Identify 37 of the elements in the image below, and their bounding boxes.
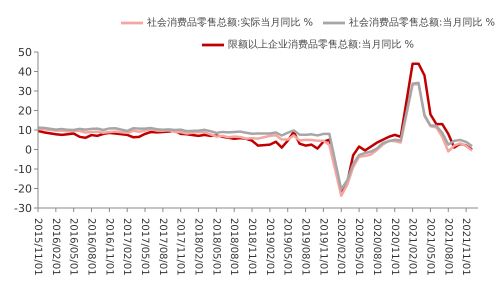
x-tick-label: 2018/11/01: [246, 218, 258, 276]
x-tick-label: 2021/02/01: [406, 218, 418, 276]
x-tick-label: 2017/11/01: [174, 218, 186, 276]
x-tick-label: 2015/11/01: [32, 218, 43, 276]
x-tick-label: 2021/11/01: [460, 218, 472, 276]
x-tick-label: 2019/08/01: [300, 218, 311, 276]
x-tick-label: 2018/05/01: [210, 218, 222, 276]
x-tick-label: 2021/05/01: [424, 218, 436, 276]
x-tick-label: 2016/05/01: [68, 218, 79, 276]
y-tick-label: 10: [18, 124, 32, 137]
x-tick-label: 2020/05/01: [353, 218, 364, 276]
y-tick-label: 40: [18, 65, 32, 78]
x-tick-label: 2018/02/01: [192, 218, 204, 276]
y-tick-label: -20: [14, 182, 32, 196]
x-tick-label: 2020/08/01: [370, 218, 382, 276]
legend-label: 社会消费品零售总额:当月同比 %: [349, 18, 496, 29]
x-tick-label: 2017/02/01: [121, 218, 132, 276]
x-tick-label: 2021/08/01: [442, 218, 454, 276]
legend-label: 社会消费品零售总额:实际当月同比 %: [146, 18, 313, 29]
x-tick-label: 2019/05/01: [282, 218, 293, 276]
x-tick-label: 2020/02/01: [335, 218, 346, 276]
y-tick-label: -10: [14, 162, 32, 176]
x-tick-label: 2016/11/01: [103, 218, 114, 276]
x-tick-label: 2017/05/01: [139, 218, 150, 276]
x-tick-label: 2016/02/01: [50, 218, 61, 276]
x-tick-label: 2018/08/01: [228, 218, 240, 276]
y-tick-label: 30: [18, 84, 32, 98]
x-tick-label: 2020/11/01: [388, 218, 400, 276]
y-tick-label: 20: [18, 104, 32, 118]
y-tick-label: 0: [25, 143, 32, 156]
y-tick-label: 50: [18, 46, 32, 59]
x-tick-label: 2016/08/01: [86, 218, 97, 276]
legend-label: 限额以上企业消费品零售总额:当月同比 %: [228, 40, 414, 51]
x-tick-label: 2019/11/01: [317, 218, 328, 276]
y-tick-label: -30: [14, 202, 32, 215]
x-tick-label: 2017/08/01: [156, 218, 168, 276]
x-tick-label: 2019/02/01: [264, 218, 275, 276]
